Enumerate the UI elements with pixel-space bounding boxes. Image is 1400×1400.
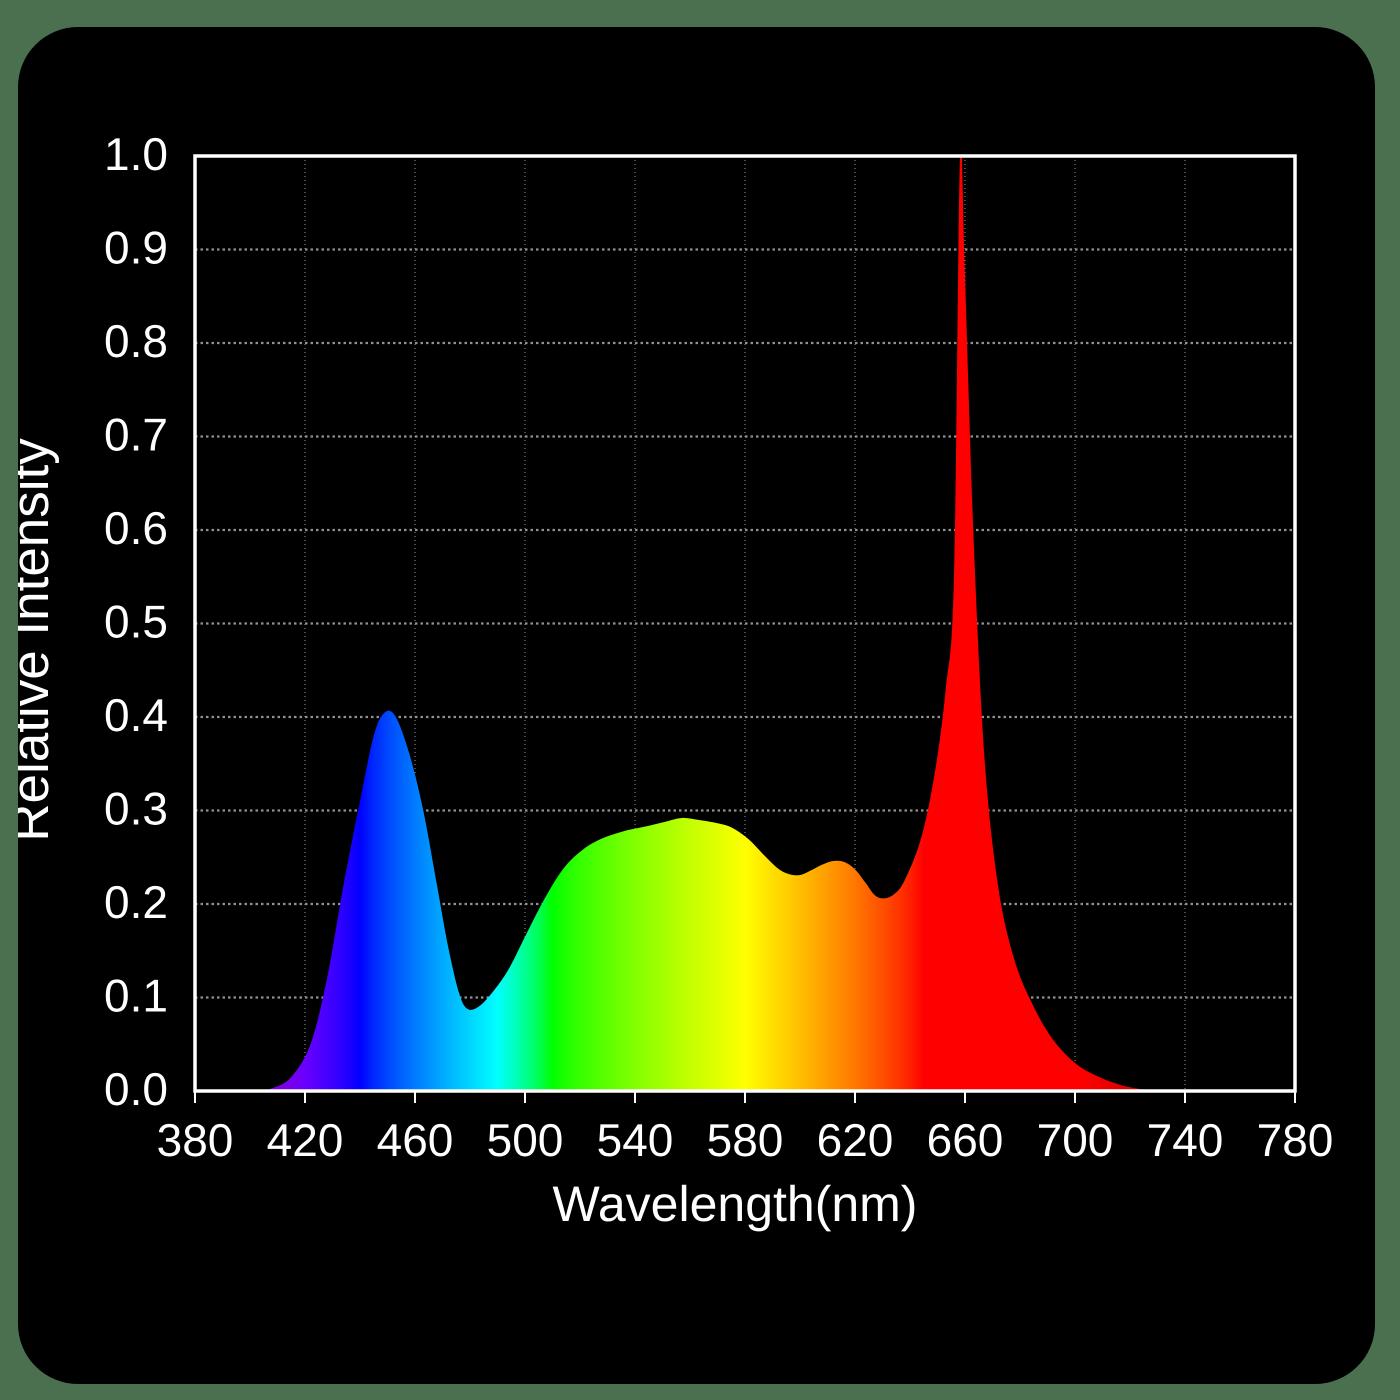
- svg-text:540: 540: [597, 1114, 674, 1166]
- svg-text:780: 780: [1257, 1114, 1334, 1166]
- svg-text:0.0: 0.0: [104, 1063, 168, 1115]
- svg-text:0.8: 0.8: [104, 315, 168, 367]
- svg-text:0.9: 0.9: [104, 222, 168, 274]
- svg-text:Relative Intensity: Relative Intensity: [18, 438, 60, 842]
- svg-text:0.6: 0.6: [104, 502, 168, 554]
- svg-text:580: 580: [707, 1114, 784, 1166]
- svg-text:0.7: 0.7: [104, 409, 168, 461]
- svg-text:0.3: 0.3: [104, 783, 168, 835]
- svg-text:660: 660: [927, 1114, 1004, 1166]
- svg-text:0.2: 0.2: [104, 876, 168, 928]
- svg-text:0.5: 0.5: [104, 596, 168, 648]
- svg-text:460: 460: [377, 1114, 454, 1166]
- svg-text:1.0: 1.0: [104, 128, 168, 180]
- svg-text:700: 700: [1037, 1114, 1114, 1166]
- svg-text:0.1: 0.1: [104, 970, 168, 1022]
- svg-text:Wavelength(nm): Wavelength(nm): [553, 1176, 918, 1232]
- svg-text:740: 740: [1147, 1114, 1224, 1166]
- svg-text:0.4: 0.4: [104, 689, 168, 741]
- svg-text:420: 420: [267, 1114, 344, 1166]
- svg-text:500: 500: [487, 1114, 564, 1166]
- svg-text:380: 380: [157, 1114, 234, 1166]
- svg-text:620: 620: [817, 1114, 894, 1166]
